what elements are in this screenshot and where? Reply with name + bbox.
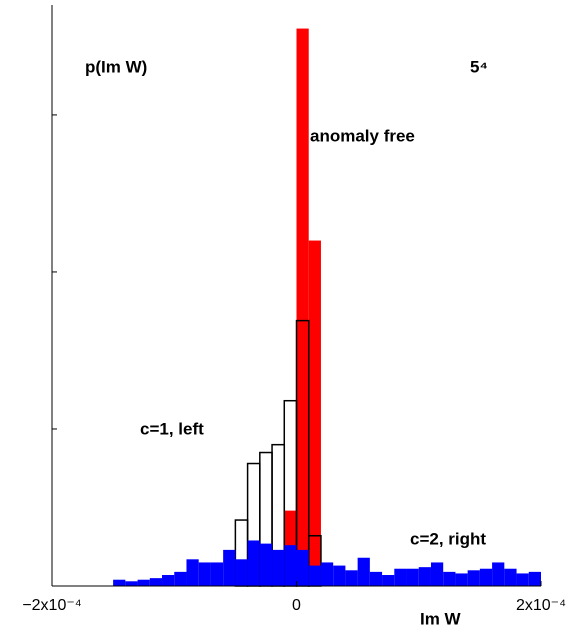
bar — [235, 559, 248, 586]
bar — [394, 568, 407, 586]
series-label: anomaly free — [310, 126, 415, 145]
bar — [492, 562, 505, 586]
bar — [296, 549, 309, 586]
bar — [137, 579, 150, 586]
bar — [308, 565, 321, 586]
bar — [247, 540, 260, 586]
bar — [357, 557, 370, 586]
bar — [272, 549, 285, 586]
bar — [308, 240, 321, 587]
bar — [516, 573, 529, 586]
x-tick-label: 0 — [292, 597, 301, 614]
bar — [198, 562, 211, 586]
bar — [382, 575, 395, 586]
bar — [479, 568, 493, 586]
bar — [210, 562, 224, 586]
bar — [223, 549, 236, 586]
x-axis-label: Im W — [420, 609, 462, 628]
bar — [467, 570, 480, 586]
bar — [320, 562, 334, 586]
bar — [125, 581, 138, 586]
bar — [455, 573, 468, 586]
x-tick-label: −2x10⁻⁴ — [22, 597, 81, 614]
series-label: c=1, left — [140, 419, 204, 438]
bar — [149, 578, 163, 586]
bar — [259, 543, 273, 586]
bar — [528, 571, 541, 586]
bar — [418, 567, 431, 586]
bar — [345, 570, 358, 586]
bar — [162, 575, 175, 586]
bar — [504, 568, 517, 586]
bar — [333, 565, 346, 586]
bar — [430, 562, 444, 586]
annotation: 5⁴ — [470, 57, 488, 76]
bar — [186, 559, 199, 586]
bar — [113, 579, 126, 586]
x-tick-label: 2x10⁻⁴ — [516, 597, 566, 614]
chart-title: p(Im W) — [85, 57, 147, 76]
bar — [369, 571, 383, 586]
bar — [296, 28, 309, 586]
bar — [284, 545, 297, 586]
series-label: c=2, right — [410, 529, 486, 548]
bar — [174, 571, 187, 586]
bar — [443, 571, 456, 586]
bar — [406, 568, 419, 586]
